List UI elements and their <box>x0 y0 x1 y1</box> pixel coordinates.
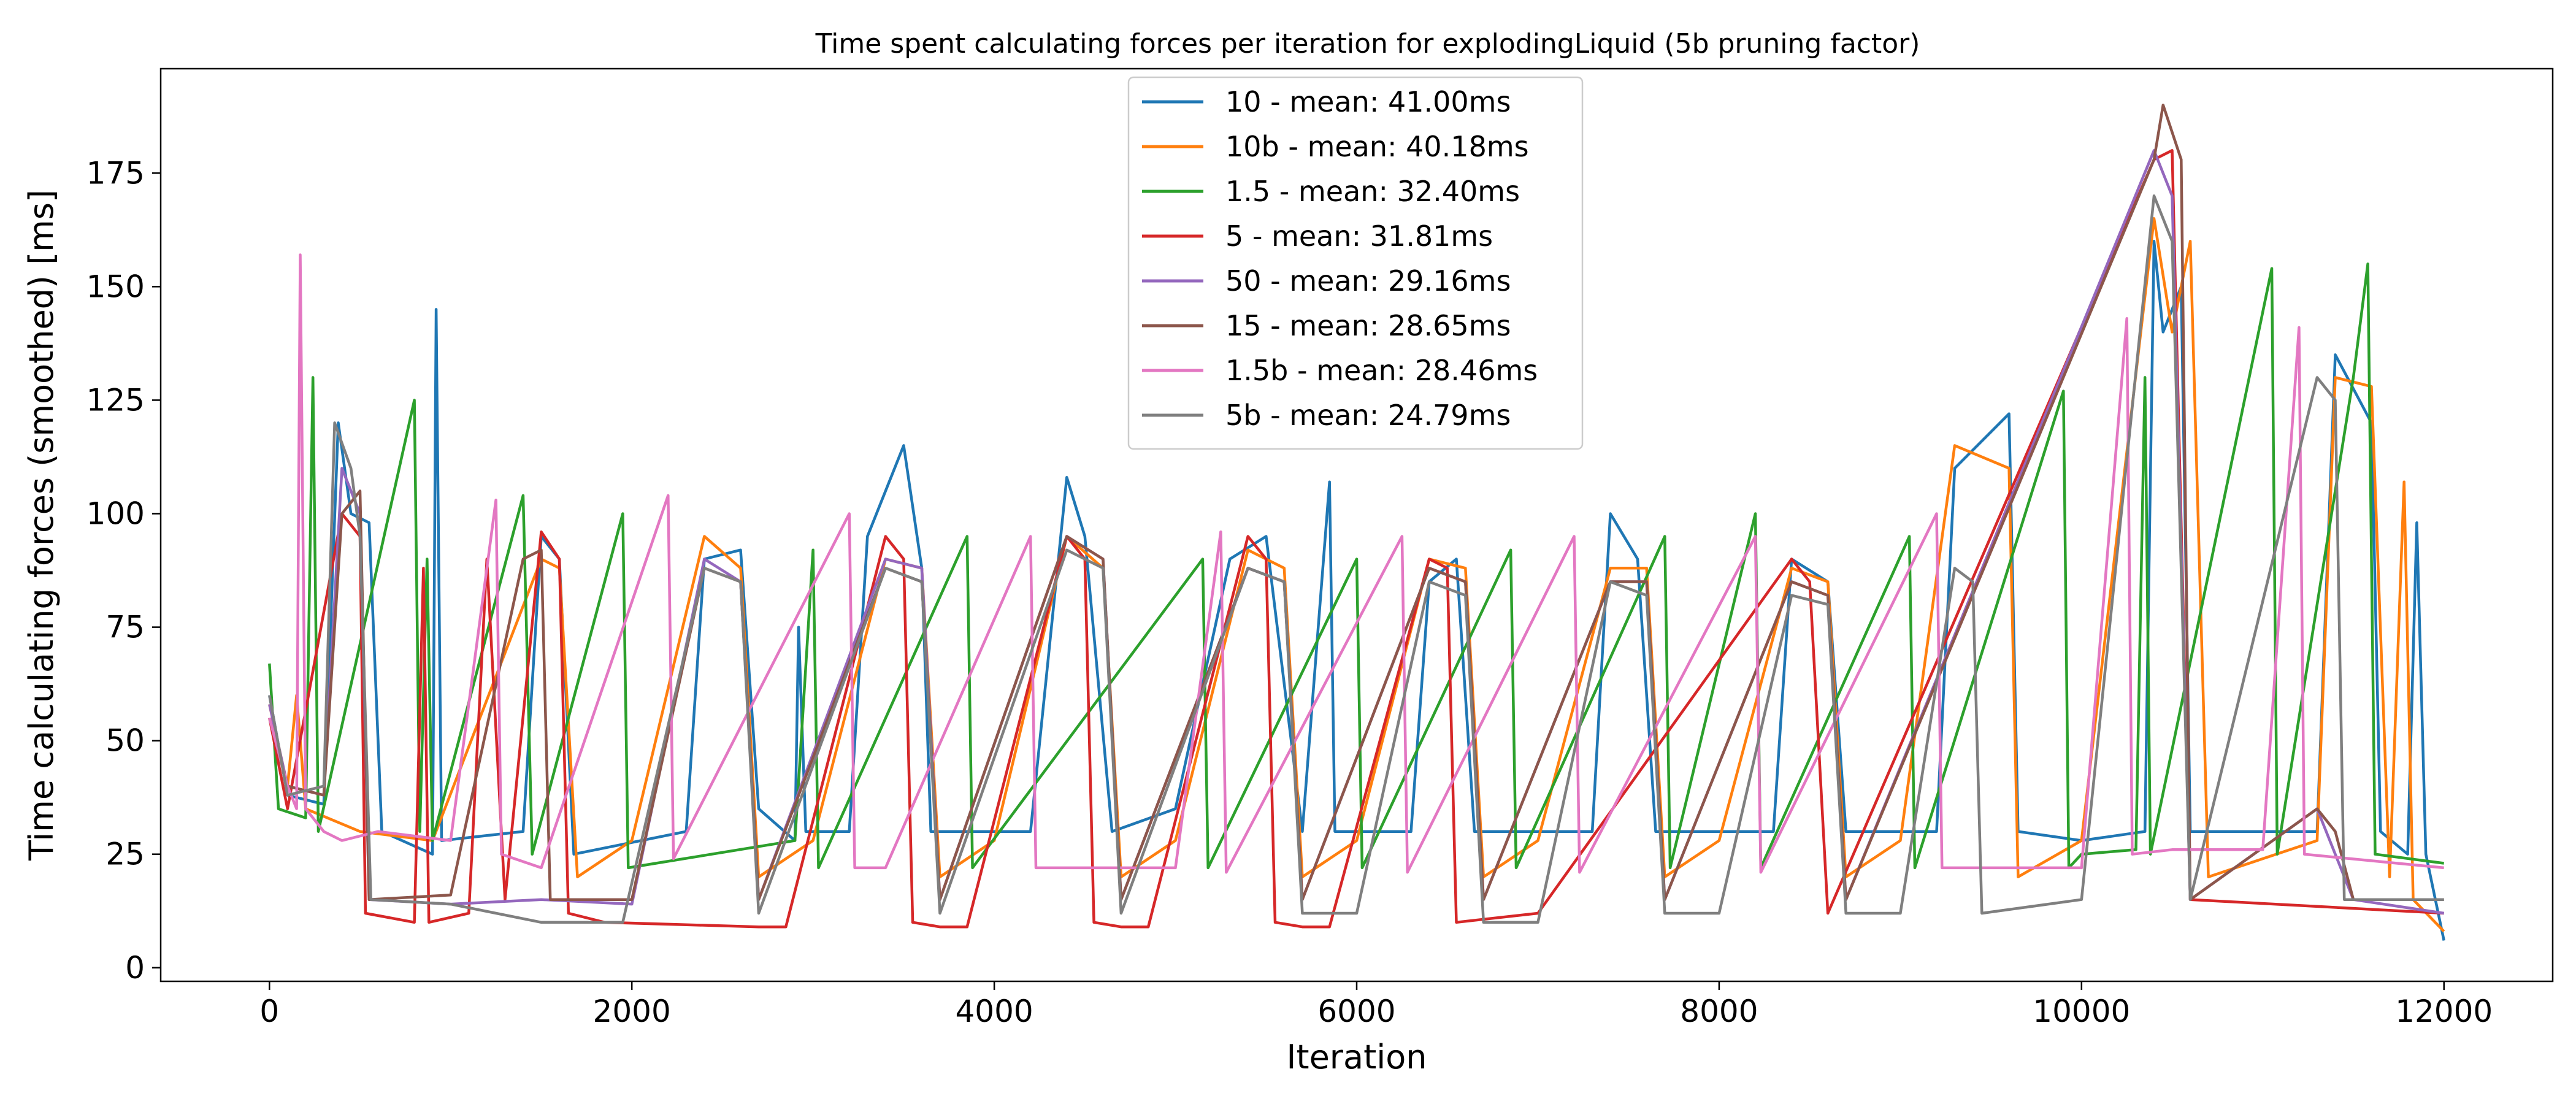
x-tick-label: 0 <box>259 994 279 1029</box>
x-axis: 0 2000 4000 6000 8000 10000 12000 <box>259 981 2493 1029</box>
y-tick-label: 100 <box>86 496 145 531</box>
legend-label-5: 50 - mean: 29.16ms <box>1225 264 1511 297</box>
series-line-7 <box>268 253 2444 874</box>
x-tick-label: 4000 <box>955 994 1033 1029</box>
x-axis-label: Iteration <box>1286 1038 1427 1076</box>
y-tick-label: 75 <box>105 610 145 645</box>
x-tick-label: 12000 <box>2395 994 2493 1029</box>
x-tick-label: 2000 <box>593 994 671 1029</box>
chart-title: Time spent calculating forces per iterat… <box>815 28 1920 59</box>
series-line-4 <box>268 149 2444 929</box>
x-tick-label: 8000 <box>1680 994 1758 1029</box>
series-line-3 <box>268 263 2444 870</box>
series-line-8 <box>268 194 2444 924</box>
legend-label-7: 1.5b - mean: 28.46ms <box>1225 354 1538 387</box>
y-axis: 0 25 50 75 100 125 150 175 <box>86 155 161 986</box>
x-tick-label: 10000 <box>2033 994 2130 1029</box>
legend-label-1: 10 - mean: 41.00ms <box>1225 85 1511 118</box>
y-tick-label: 175 <box>86 155 145 191</box>
y-tick-label: 0 <box>125 950 145 986</box>
x-tick-label: 6000 <box>1317 994 1395 1029</box>
plot-lines <box>268 103 2445 941</box>
legend-label-6: 15 - mean: 28.65ms <box>1225 309 1511 342</box>
legend-label-4: 5 - mean: 31.81ms <box>1225 220 1493 253</box>
y-tick-label: 25 <box>105 837 145 872</box>
y-axis-label: Time calculating forces (smoothed) [ms] <box>22 190 61 861</box>
y-tick-label: 150 <box>86 269 145 304</box>
y-tick-label: 50 <box>105 723 145 759</box>
legend-box <box>1127 76 1584 450</box>
y-tick-label: 125 <box>86 382 145 418</box>
legend-label-3: 1.5 - mean: 32.40ms <box>1225 175 1520 208</box>
legend-label-8: 5b - mean: 24.79ms <box>1225 399 1511 432</box>
series-line-1 <box>268 240 2445 941</box>
series-line-6 <box>268 103 2444 901</box>
legend: 10 - mean: 41.00ms 10b - mean: 40.18ms 1.5… <box>1127 76 1584 450</box>
legend-label-2: 10b - mean: 40.18ms <box>1225 130 1529 163</box>
